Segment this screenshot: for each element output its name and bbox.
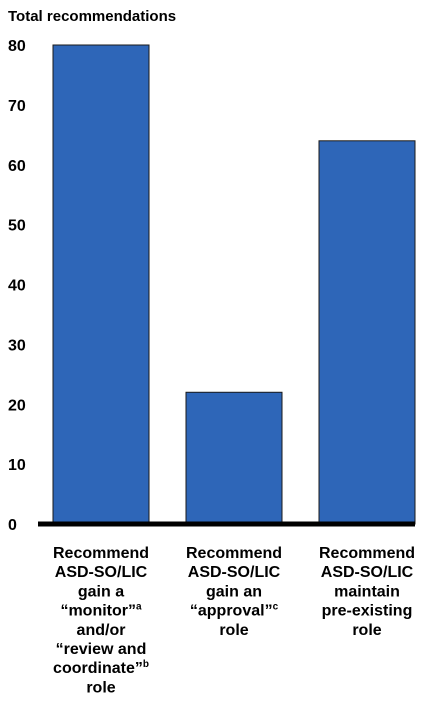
category-label-line: role <box>219 622 248 639</box>
category-label-line: Recommend <box>319 545 415 562</box>
category-label-line: gain an <box>206 583 262 600</box>
y-tick-label: 50 <box>8 218 26 235</box>
category-label-line: “monitor”a <box>60 602 142 620</box>
category-labels: Recommend ASD-SO/LIC gain a “monitor”a and/o… <box>53 545 415 696</box>
bar <box>185 391 283 525</box>
footnote-marker: a <box>136 602 142 613</box>
category-label-line: role <box>86 679 115 696</box>
category-label-line: maintain <box>334 583 400 600</box>
bar <box>318 140 416 525</box>
category-label-line: ASD-SO/LIC <box>55 564 148 581</box>
y-tick-label: 10 <box>8 457 26 474</box>
bar <box>52 44 150 525</box>
category-label-line: coordinate”b <box>53 659 149 677</box>
category-label: Recommend ASD-SO/LIC maintain pre-existing r… <box>319 545 415 639</box>
y-tick-label: 20 <box>8 397 26 414</box>
category-label-line: pre-existing <box>322 603 413 620</box>
y-axis-ticks: 0 10 20 30 40 50 60 70 80 <box>8 38 26 534</box>
y-tick-label: 40 <box>8 278 26 295</box>
category-label: Recommend ASD-SO/LIC gain a “monitor”a and/o… <box>53 545 149 696</box>
category-label-line: “approval”c <box>190 602 279 620</box>
bars <box>52 44 416 525</box>
category-label-line: Recommend <box>53 545 149 562</box>
y-axis-title: Total recommendations <box>8 8 176 25</box>
category-label-line: ASD-SO/LIC <box>188 564 281 581</box>
y-tick-label: 60 <box>8 158 26 175</box>
y-tick-label: 70 <box>8 98 26 115</box>
y-tick-label: 0 <box>8 517 17 534</box>
footnote-marker: c <box>273 602 279 613</box>
category-label: Recommend ASD-SO/LIC gain an “approval”c rol… <box>186 545 282 639</box>
footnote-marker: b <box>143 659 149 670</box>
y-tick-label: 80 <box>8 38 26 55</box>
category-label-line: Recommend <box>186 545 282 562</box>
y-tick-label: 30 <box>8 337 26 354</box>
category-label-line: “review and <box>56 641 147 658</box>
category-label-line: role <box>352 622 381 639</box>
category-label-line: ASD-SO/LIC <box>321 564 414 581</box>
category-label-line: and/or <box>77 622 126 639</box>
category-label-line: gain a <box>78 583 124 600</box>
